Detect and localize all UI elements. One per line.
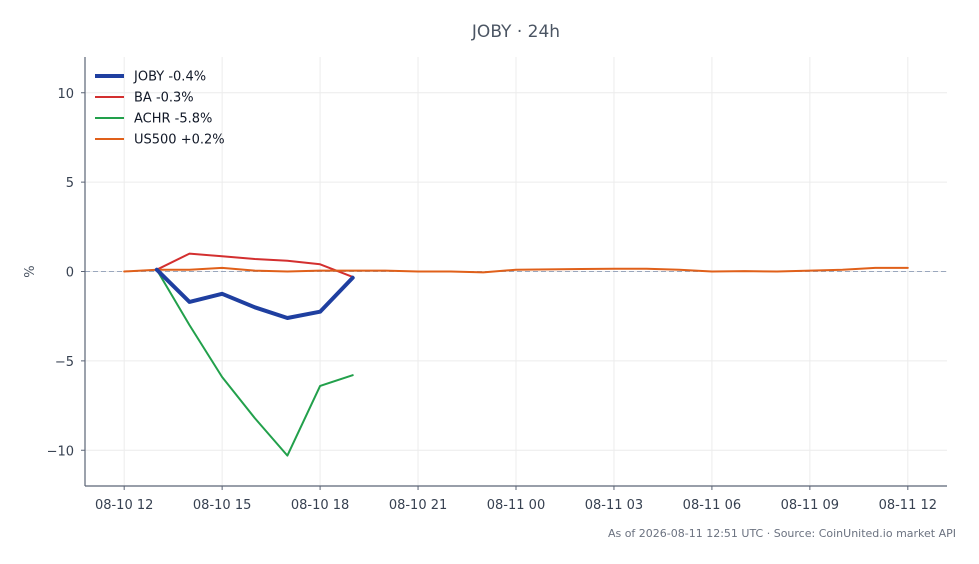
legend-label-1: BA -0.3% [134, 91, 194, 106]
x-tick-label-1: 08-10 15 [193, 498, 251, 513]
y-tick-label-4: −10 [47, 444, 74, 459]
legend-label-2: ACHR -5.8% [134, 112, 212, 127]
x-tick-labels: 08-10 12 08-10 15 08-10 18 08-10 21 08-11 00… [95, 486, 937, 513]
x-tick-label-0: 08-10 12 [95, 498, 153, 513]
y-tick-label-1: 5 [66, 176, 74, 191]
y-tick-label-3: −5 [55, 355, 74, 370]
y-tick-label-2: 0 [66, 266, 74, 281]
series-line-0 [154, 267, 355, 320]
series-line-3 [123, 266, 909, 274]
legend-label-0: JOBY -0.4% [133, 70, 206, 85]
x-tick-label-5: 08-11 03 [585, 498, 643, 513]
legend-label-3: US500 +0.2% [134, 133, 225, 148]
x-tick-label-3: 08-10 21 [389, 498, 447, 513]
chart-title: JOBY · 24h [471, 22, 560, 42]
series-line-1 [155, 252, 354, 278]
x-tick-label-6: 08-11 06 [683, 498, 741, 513]
source-footer: As of 2026-08-11 12:51 UTC · Source: Coi… [607, 527, 956, 540]
y-axis-label: % [23, 265, 38, 277]
series-lines [123, 252, 909, 457]
x-tick-label-8: 08-11 12 [879, 498, 937, 513]
x-tick-label-7: 08-11 09 [781, 498, 839, 513]
x-tick-label-2: 08-10 18 [291, 498, 349, 513]
series-line-2 [155, 268, 354, 457]
y-tick-labels: 10 5 0 −5 −10 [47, 87, 85, 459]
x-tick-label-4: 08-11 00 [487, 498, 545, 513]
y-tick-label-0: 10 [57, 87, 74, 102]
legend: JOBY -0.4% BA -0.3% ACHR -5.8% US500 +0.2% [95, 70, 225, 148]
